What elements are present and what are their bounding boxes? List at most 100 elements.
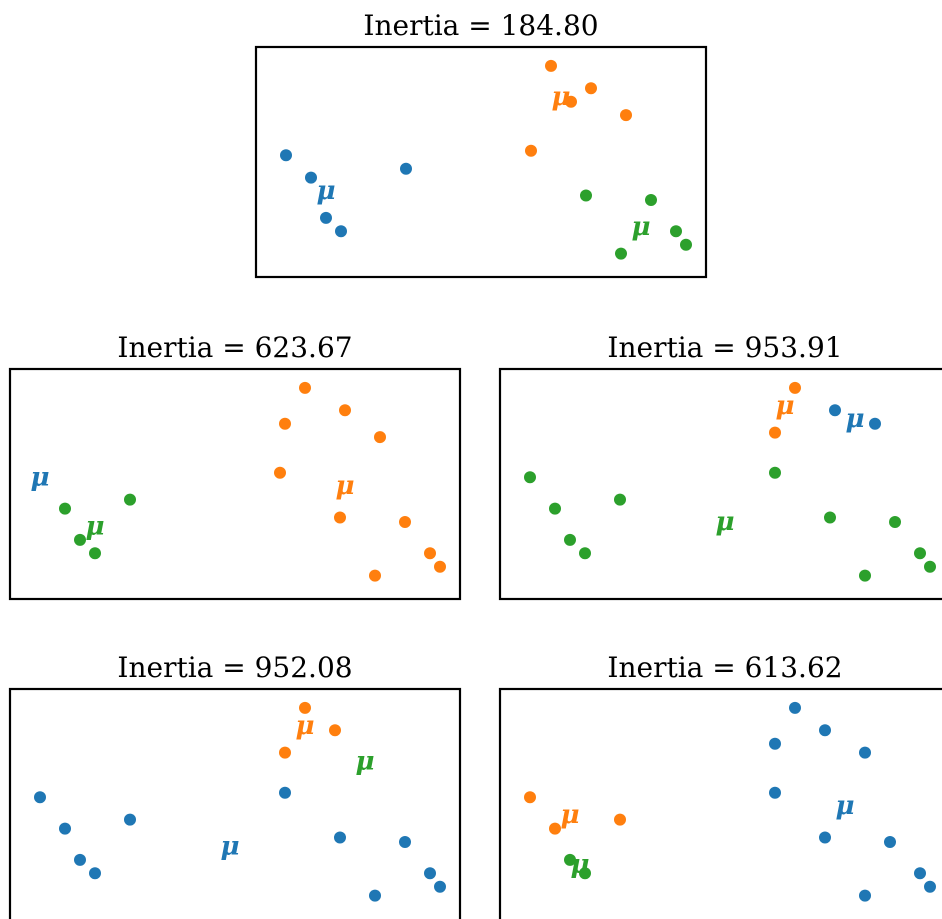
data-point-cluster-0 [280,149,292,162]
data-point-cluster-1 [339,404,351,417]
points-layer: μμμ [524,701,936,902]
centroid-marker-2: μ [715,507,734,537]
data-point-cluster-2 [580,189,592,202]
data-point-cluster-0 [859,889,871,902]
centroid-marker-0: μ [835,791,854,821]
data-point-cluster-0 [769,737,781,750]
data-point-cluster-1 [614,813,626,826]
data-point-cluster-2 [769,466,781,479]
subplot-title: Inertia = 613.62 [607,651,842,684]
data-point-cluster-1 [769,426,781,439]
data-point-cluster-1 [545,59,557,72]
centroid-marker-1: μ [560,800,579,830]
data-point-cluster-2 [524,471,536,484]
points-layer: μ μ μ [30,381,446,582]
data-point-cluster-2 [564,853,576,866]
centroid-marker-0: μ [845,404,864,434]
data-point-cluster-0 [869,417,881,430]
subplot-title: Inertia = 623.67 [117,331,352,364]
data-point-cluster-1 [525,144,537,157]
data-point-cluster-0 [89,867,101,880]
data-point-cluster-2 [914,547,926,560]
data-point-cluster-1 [374,431,386,444]
data-point-cluster-2 [124,493,136,506]
data-point-cluster-2 [859,569,871,582]
data-point-cluster-0 [334,831,346,844]
data-point-cluster-0 [859,746,871,759]
data-point-cluster-0 [829,404,841,417]
data-point-cluster-0 [399,836,411,848]
centroid-marker-1: μ [295,711,314,741]
data-point-cluster-1 [549,822,561,835]
data-point-cluster-1 [399,516,411,528]
data-point-cluster-2 [579,867,591,880]
data-point-cluster-1 [279,417,291,430]
data-point-cluster-0 [335,225,347,238]
centroid-marker-0: μ [30,462,49,492]
data-point-cluster-1 [585,82,597,95]
data-point-cluster-2 [549,502,561,515]
data-point-cluster-1 [279,746,291,759]
data-point-cluster-0 [400,162,412,175]
data-point-cluster-2 [824,511,836,524]
centroid-marker-2: μ [85,511,104,541]
data-point-cluster-0 [924,880,936,893]
data-point-cluster-1 [274,466,286,479]
data-point-cluster-1 [565,95,577,108]
data-point-cluster-0 [74,853,86,866]
data-point-cluster-1 [334,511,346,524]
data-point-cluster-2 [645,194,657,206]
centroid-marker-1: μ [551,82,570,112]
data-point-cluster-0 [305,171,317,184]
data-point-cluster-0 [59,822,71,835]
data-point-cluster-2 [59,502,71,515]
data-point-cluster-0 [279,786,291,799]
data-point-cluster-1 [329,724,341,737]
data-point-cluster-2 [564,533,576,546]
data-point-cluster-1 [299,381,311,394]
data-point-cluster-0 [769,786,781,799]
plot-frame [8,687,462,919]
data-point-cluster-0 [369,889,381,902]
subplot-1: Inertia = 184.80 μ μ μ [254,9,708,279]
centroid-marker-0: μ [220,831,239,861]
data-point-cluster-2 [924,560,936,573]
subplot-2: Inertia = 623.67 μ μ μ [8,331,462,601]
points-layer: μ μ μ [34,701,446,902]
points-layer: μμμ [524,381,936,582]
data-point-cluster-0 [789,701,801,714]
data-point-cluster-2 [889,516,901,528]
data-point-cluster-2 [74,533,86,546]
centroid-marker-2: μ [570,849,589,879]
centroid-marker-2: μ [631,212,650,242]
centroid-marker-2: μ [355,747,374,777]
data-point-cluster-0 [34,791,46,804]
data-point-cluster-1 [789,381,801,394]
data-point-cluster-1 [299,701,311,714]
data-point-cluster-2 [614,493,626,506]
data-point-cluster-1 [524,791,536,804]
data-point-cluster-1 [369,569,381,582]
data-point-cluster-1 [620,109,632,122]
subplot-4: Inertia = 952.08 μ μ μ [8,651,462,919]
subplot-title: Inertia = 952.08 [117,651,352,684]
data-point-cluster-1 [424,547,436,560]
data-point-cluster-0 [914,867,926,880]
plot-frame [254,45,708,279]
subplot-title: Inertia = 953.91 [607,331,842,364]
data-point-cluster-0 [434,880,446,893]
data-point-cluster-0 [884,836,896,848]
data-point-cluster-2 [670,225,682,238]
subplot-5: Inertia = 613.62 μμμ [498,651,942,919]
data-point-cluster-0 [819,724,831,737]
data-point-cluster-2 [680,238,692,251]
data-point-cluster-2 [579,547,591,560]
plot-frame [498,687,942,919]
centroid-marker-1: μ [335,471,354,501]
data-point-cluster-0 [320,211,332,224]
data-point-cluster-0 [124,813,136,826]
data-point-cluster-2 [615,247,627,260]
data-point-cluster-0 [819,831,831,844]
data-point-cluster-0 [424,867,436,880]
